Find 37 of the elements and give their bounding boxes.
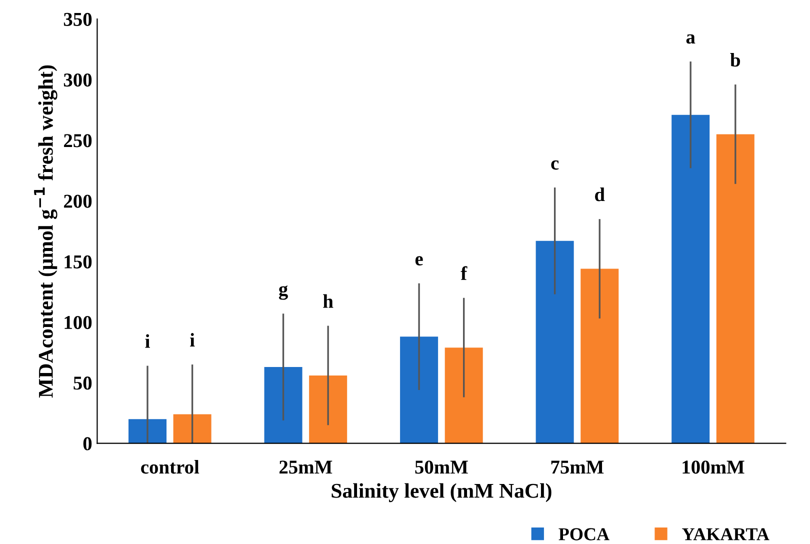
y-tick-label: 150 [64, 255, 92, 268]
bar [716, 134, 754, 444]
legend-label: POCA [558, 528, 610, 540]
annotation: h [323, 294, 334, 308]
bar [444, 348, 483, 444]
x-tick-label: 100mM [682, 460, 744, 474]
bar [672, 114, 710, 444]
x-tick-label: 25mM [280, 460, 332, 474]
y-axis-title: MDAcontent (μmol g$^{−1}$ fresh weight) [34, 65, 58, 398]
legend-label: YAKARTA [682, 528, 770, 540]
y-tick-label: 100 [64, 316, 92, 330]
annotation: i [190, 333, 195, 347]
bar [173, 414, 212, 444]
annotation: b [730, 52, 740, 67]
annotation: i [145, 334, 150, 348]
annotation: d [595, 188, 605, 202]
x-axis-title: Salinity level (mM NaCl) [332, 483, 552, 502]
y-tick-label: 50 [74, 376, 92, 390]
annotation: f [460, 266, 468, 280]
annotation: g [278, 285, 288, 300]
bar [536, 240, 574, 444]
bar [309, 375, 348, 444]
x-tick-label: 50mM [415, 460, 468, 474]
y-tick-label: 350 [64, 12, 92, 26]
y-tick-label: 200 [64, 194, 92, 208]
bar [580, 268, 619, 444]
x-tick-label: control [141, 460, 200, 474]
y-tick-label: 250 [64, 134, 92, 148]
bar [400, 336, 438, 444]
annotation: c [551, 160, 559, 170]
bar [264, 366, 302, 444]
bar [128, 419, 167, 444]
y-tick-label: 300 [64, 73, 92, 87]
annotation: a [686, 34, 696, 44]
y-tick-label: 0 [83, 437, 92, 450]
x-tick-label: 75mM [551, 460, 604, 474]
annotation: e [415, 256, 423, 266]
